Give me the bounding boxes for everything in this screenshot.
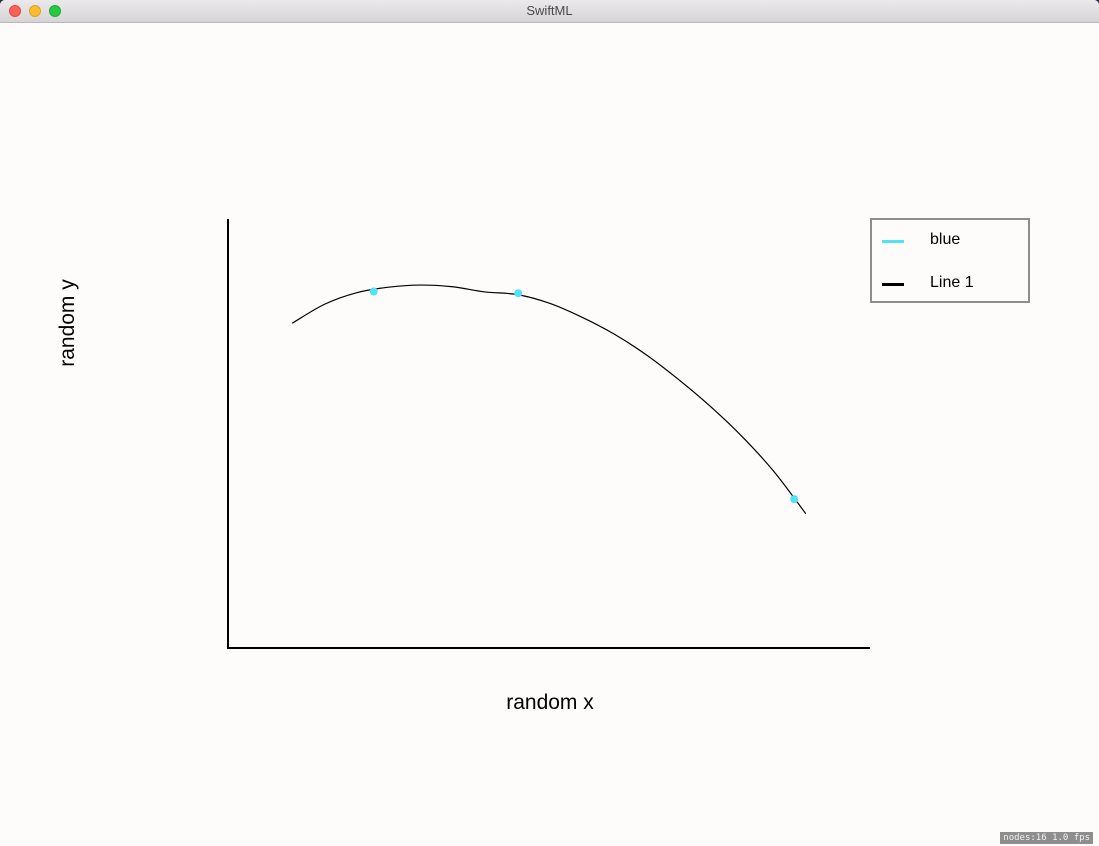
title-bar[interactable]: SwiftML: [0, 0, 1099, 23]
legend-swatch-blue: [882, 240, 904, 243]
scene-stats-badge: nodes:16 1.0 fps: [1000, 832, 1093, 844]
y-axis-label: random y: [56, 279, 79, 367]
legend-item-blue: blue: [872, 231, 1028, 251]
x-axis-label: random x: [506, 691, 594, 714]
data-point-blue-2: [514, 289, 523, 298]
legend-label-line-1: Line 1: [930, 274, 974, 291]
legend-item-line-1: Line 1: [872, 274, 1028, 294]
zoom-window-button[interactable]: [49, 5, 61, 17]
chart-svg: [227, 219, 870, 649]
legend: blue Line 1: [870, 218, 1030, 303]
data-point-blue-3: [790, 495, 799, 504]
minimize-window-button[interactable]: [29, 5, 41, 17]
window-title: SwiftML: [526, 3, 573, 18]
chart-area: random y random x blue Line 1: [0, 23, 1099, 846]
legend-label-blue: blue: [930, 231, 961, 248]
close-window-button[interactable]: [9, 5, 21, 17]
data-point-blue-1: [369, 287, 378, 296]
series-line-1: [291, 284, 807, 515]
legend-swatch-line-1: [882, 283, 904, 286]
